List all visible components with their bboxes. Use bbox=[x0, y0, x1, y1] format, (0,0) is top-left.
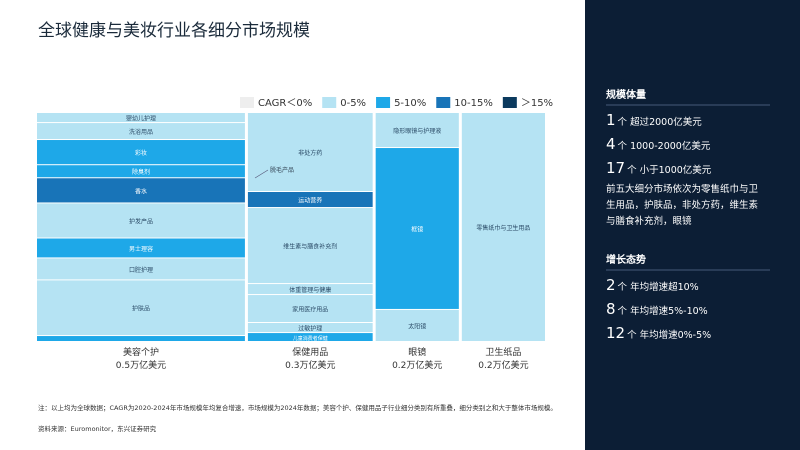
panel-number: 8 bbox=[606, 300, 616, 318]
side-panel bbox=[585, 0, 800, 450]
segment-label: 男士理容 bbox=[129, 245, 153, 253]
segment bbox=[247, 284, 373, 295]
chart-title: 全球健康与美妆行业各细分市场规模 bbox=[38, 21, 310, 41]
segment bbox=[37, 178, 245, 203]
panel-item: 个 年均增速5%-10% bbox=[618, 305, 708, 317]
segment bbox=[37, 165, 245, 178]
segment bbox=[375, 113, 459, 148]
panel-number: 4 bbox=[606, 135, 616, 153]
column-label: 美容个护 bbox=[123, 346, 159, 358]
segment-label: 彩妆 bbox=[135, 149, 147, 157]
panel-paragraph: 与膳食补充剂，眼镜 bbox=[606, 215, 692, 227]
panel-heading: 规模体量 bbox=[606, 88, 646, 101]
legend-label: 5-10% bbox=[394, 98, 426, 109]
panel-item: 个 年均增速0%-5% bbox=[627, 329, 711, 341]
segment bbox=[375, 148, 459, 309]
segment bbox=[37, 113, 245, 123]
segment-label: 零售纸巾与卫生用品 bbox=[476, 224, 530, 232]
panel-paragraph: 前五大细分市场依次为零售纸巾与卫 bbox=[606, 183, 759, 195]
column-size: 0.2万亿美元 bbox=[478, 359, 528, 371]
column-size: 0.2万亿美元 bbox=[392, 359, 442, 371]
segment bbox=[37, 140, 245, 165]
segment bbox=[247, 208, 373, 284]
legend-swatch bbox=[502, 97, 517, 108]
legend-swatch bbox=[240, 97, 254, 108]
segment bbox=[247, 113, 373, 192]
segment-label: 口腔护理 bbox=[129, 266, 153, 274]
segment-label: 护肤品 bbox=[132, 305, 150, 313]
segment-label: 运动营养 bbox=[298, 197, 322, 205]
panel-number: 12 bbox=[606, 324, 625, 342]
panel-item: 个 年均增速超10% bbox=[618, 281, 699, 293]
column-label: 眼镜 bbox=[408, 346, 426, 358]
column-size: 0.5万亿美元 bbox=[116, 359, 166, 371]
panel-number: 17 bbox=[606, 159, 625, 177]
segment-label: 香水 bbox=[135, 187, 147, 195]
legend-label: ＞15% bbox=[521, 98, 553, 109]
panel-heading: 增长态势 bbox=[606, 253, 646, 266]
segment-label: 过敏护理 bbox=[298, 325, 322, 333]
panel-paragraph: 生用品，护肤品，非处方药，维生素 bbox=[606, 199, 759, 211]
panel-number: 1 bbox=[606, 111, 616, 129]
segment bbox=[37, 123, 245, 140]
segment-label: 家用医疗用品 bbox=[292, 306, 328, 314]
column-label: 保健用品 bbox=[292, 346, 328, 358]
segment bbox=[37, 203, 245, 238]
segment bbox=[37, 336, 245, 341]
segment bbox=[247, 192, 373, 208]
segment-label: 太阳镜 bbox=[408, 322, 426, 330]
segment-label: 洗浴用品 bbox=[129, 128, 153, 136]
legend-label: CAGR＜0% bbox=[258, 98, 312, 109]
segment-label: 非处方药 bbox=[298, 149, 322, 157]
panel-item: 个 小于1000亿美元 bbox=[627, 164, 712, 176]
segment bbox=[37, 258, 245, 280]
legend-swatch bbox=[376, 97, 391, 108]
panel-number: 2 bbox=[606, 276, 616, 294]
segment bbox=[37, 280, 245, 336]
annotation: 脱毛产品 bbox=[270, 166, 294, 174]
segment-label: 护发产品 bbox=[129, 217, 153, 225]
segment bbox=[247, 295, 373, 322]
legend-swatch bbox=[322, 97, 337, 108]
segment-label: 除臭剂 bbox=[132, 168, 150, 176]
segment bbox=[37, 238, 245, 258]
footnote: 注：以上均为全球数据；CAGR为2020-2024年市场规模年均复合增速，市场规… bbox=[38, 403, 557, 412]
segment-label: 儿童消费者保健 bbox=[293, 335, 328, 342]
panel-item: 个 超过2000亿美元 bbox=[618, 116, 703, 128]
segment-label: 体重管理与健康 bbox=[289, 286, 331, 294]
segment bbox=[375, 309, 459, 341]
legend-label: 10-15% bbox=[454, 98, 493, 109]
legend-swatch bbox=[436, 97, 451, 108]
segment-label: 隐形眼镜与护理液 bbox=[393, 127, 441, 135]
legend-label: 0-5% bbox=[340, 98, 366, 109]
segment bbox=[247, 322, 373, 333]
annotation-line bbox=[254, 169, 269, 179]
footnote: 资料来源：Euromonitor，东兴证券研究 bbox=[38, 424, 157, 433]
segment bbox=[247, 333, 373, 341]
panel-item: 个 1000-2000亿美元 bbox=[618, 140, 711, 152]
column-label: 卫生纸品 bbox=[485, 346, 521, 358]
segment-label: 婴幼儿护理 bbox=[126, 115, 156, 123]
segment-label: 框镜 bbox=[411, 225, 423, 233]
segment-label: 维生素与膳食补充剂 bbox=[283, 243, 337, 251]
column-size: 0.3万亿美元 bbox=[285, 359, 335, 371]
segment bbox=[461, 113, 545, 341]
